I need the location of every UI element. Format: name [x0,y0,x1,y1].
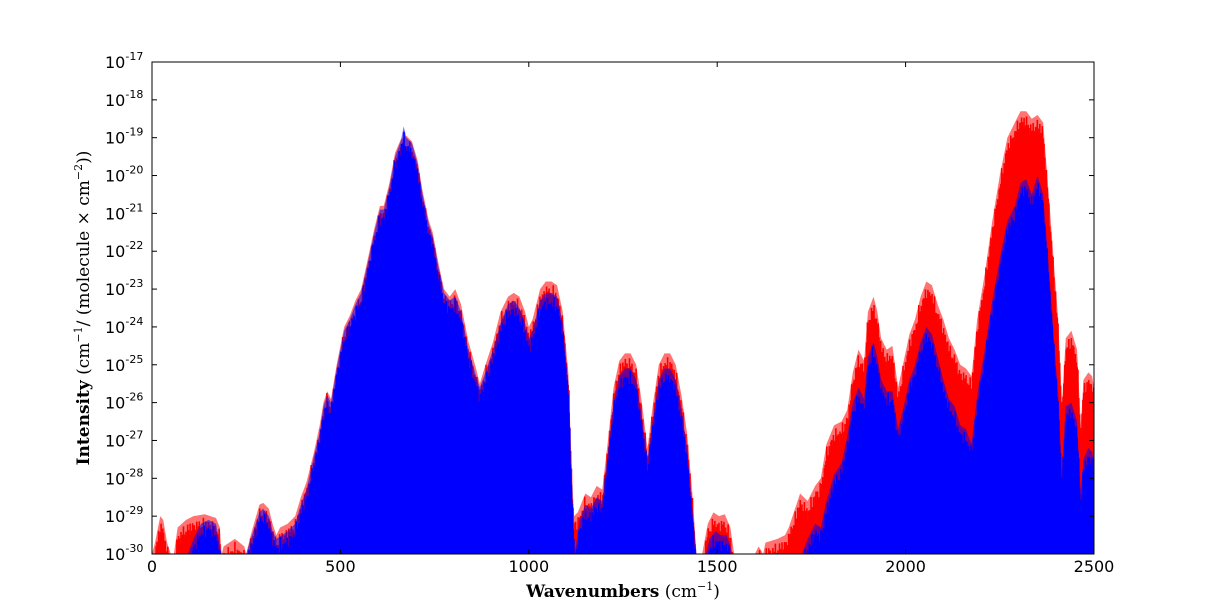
plot-frame [151,61,1095,555]
y-tick-label: 10-29 [105,504,143,526]
y-tick-label: 10-28 [105,466,143,488]
y-tick-label: 10-27 [105,428,143,450]
y-axis-label-bold: Intensity [74,379,94,465]
x-tick-label: 2000 [885,557,926,576]
y-tick-label: 10-17 [105,50,143,72]
y-tick-label: 10-25 [105,353,143,375]
y-axis-label: Intensity (cm−1/ (molecule × cm−2)) [72,151,94,466]
x-axis-label: Wavenumbers (cm−1) [525,580,720,602]
x-tick-label: 0 [147,557,157,576]
x-tick-label: 1000 [508,557,549,576]
x-tick-label: 1500 [697,557,738,576]
y-axis-label-mid: / (molecule × cm [74,180,94,326]
y-tick-label: 10-19 [105,126,143,148]
y-axis: 10-30 10-29 10-28 10-27 10-26 10-25 10-24 10-23… [105,50,1094,564]
y-tick-label: 10-21 [105,201,143,223]
x-axis-label-bold: Wavenumbers [525,582,659,602]
y-axis-label-exp2: −2 [72,164,85,180]
x-axis-label-close: ) [713,582,720,602]
y-axis-label-unit: (cm [74,343,94,375]
x-axis-label-unit: (cm [665,582,697,602]
y-tick-label: 10-22 [105,239,143,261]
y-axis-label-close: )) [74,151,94,164]
y-tick-label: 10-26 [105,391,143,413]
x-tick-label: 2500 [1074,557,1115,576]
y-axis-label-exp1: −1 [72,326,85,342]
x-axis-label-exp: −1 [697,580,713,593]
x-axis: 0 500 1000 1500 2000 2500 [147,62,1114,576]
y-tick-label: 10-20 [105,164,143,186]
y-tick-label: 10-24 [105,315,143,337]
x-tick-label: 500 [325,557,356,576]
series-1 [152,126,1094,554]
series-layer [152,111,1094,554]
series-1-envelope [152,126,1094,554]
y-tick-label: 10-23 [105,277,143,299]
y-tick-label: 10-18 [105,88,143,110]
y-tick-label: 10-30 [105,542,143,564]
